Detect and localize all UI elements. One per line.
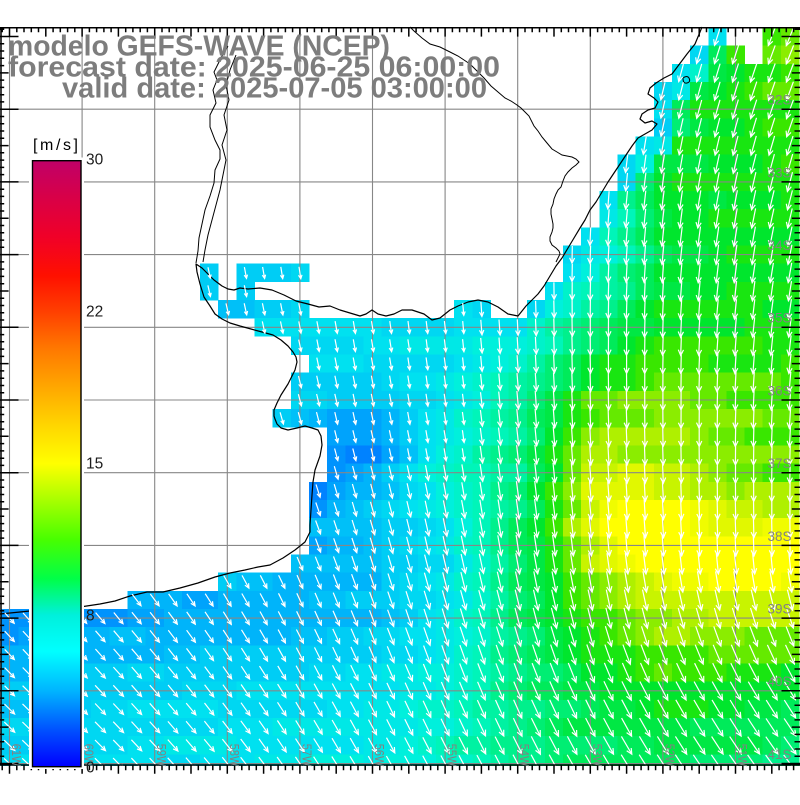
svg-text:35S: 35S — [767, 311, 791, 326]
svg-text:22: 22 — [86, 304, 103, 321]
svg-text:41S: 41S — [767, 747, 791, 762]
svg-text:valid date: 2025-07-05 03:00:0: valid date: 2025-07-05 03:00:00 — [62, 72, 487, 104]
svg-text:51W: 51W — [735, 744, 750, 767]
svg-text:54W: 54W — [517, 744, 532, 767]
svg-text:34S: 34S — [767, 238, 791, 253]
svg-text:56W: 56W — [372, 744, 387, 767]
svg-text:30: 30 — [86, 152, 104, 169]
svg-text:32S: 32S — [767, 93, 791, 108]
svg-text:40S: 40S — [767, 674, 791, 689]
svg-text:forecast date: 2025-06-25 06:0: forecast date: 2025-06-25 06:00:00 — [8, 51, 500, 83]
svg-text:33S: 33S — [767, 165, 791, 180]
svg-text:60W: 60W — [82, 744, 97, 767]
svg-text:39S: 39S — [767, 602, 791, 617]
svg-text:0: 0 — [86, 760, 95, 777]
svg-text:15: 15 — [86, 456, 103, 473]
svg-text:55W: 55W — [445, 744, 460, 767]
svg-text:8: 8 — [86, 608, 95, 625]
svg-text:59W: 59W — [154, 744, 169, 767]
svg-text:58W: 58W — [227, 744, 242, 767]
svg-text:52W: 52W — [662, 744, 677, 767]
svg-text:modelo GEFS-WAVE (NCEP): modelo GEFS-WAVE (NCEP) — [8, 30, 390, 62]
svg-text:38S: 38S — [767, 529, 791, 544]
svg-text:57W: 57W — [299, 744, 314, 767]
svg-text:36S: 36S — [767, 383, 791, 398]
svg-text:[m/s]: [m/s] — [33, 137, 78, 154]
svg-text:61W: 61W — [9, 744, 24, 767]
svg-text:53W: 53W — [590, 744, 605, 767]
svg-text:37S: 37S — [767, 456, 791, 471]
